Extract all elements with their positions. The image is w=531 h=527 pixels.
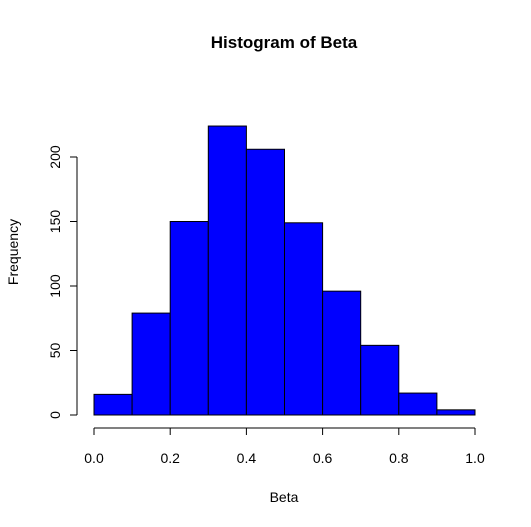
x-tick-label: 0.0 bbox=[84, 450, 104, 466]
histogram-bar bbox=[284, 222, 324, 416]
y-tick-label: 0 bbox=[47, 411, 63, 419]
histogram-bar bbox=[93, 393, 133, 416]
x-tick-label: 0.2 bbox=[160, 450, 180, 466]
y-tick-label: 100 bbox=[47, 274, 63, 298]
bars-group bbox=[93, 125, 476, 416]
histogram-bar bbox=[207, 125, 247, 416]
histogram-bar bbox=[360, 344, 400, 416]
y-tick-label: 50 bbox=[47, 343, 63, 359]
histogram-bar bbox=[322, 290, 362, 416]
y-axis: 0 50 100 150 200 bbox=[47, 145, 78, 419]
x-tick-label: 1.0 bbox=[465, 450, 485, 466]
histogram-bar bbox=[245, 148, 285, 416]
y-axis-label: Frequency bbox=[5, 219, 21, 285]
x-axis-label: Beta bbox=[270, 489, 299, 505]
x-axis: 0.0 0.2 0.4 0.6 0.8 1.0 bbox=[84, 427, 485, 466]
x-tick-label: 0.4 bbox=[237, 450, 257, 466]
x-tick-label: 0.6 bbox=[313, 450, 333, 466]
chart-title: Histogram of Beta bbox=[211, 33, 358, 52]
histogram-bar bbox=[131, 312, 171, 416]
y-tick-label: 150 bbox=[47, 210, 63, 234]
histogram-bar bbox=[169, 221, 209, 416]
y-tick-label: 200 bbox=[47, 145, 63, 169]
histogram-bar bbox=[436, 409, 476, 416]
x-tick-label: 0.8 bbox=[389, 450, 409, 466]
histogram-bar bbox=[398, 392, 438, 416]
